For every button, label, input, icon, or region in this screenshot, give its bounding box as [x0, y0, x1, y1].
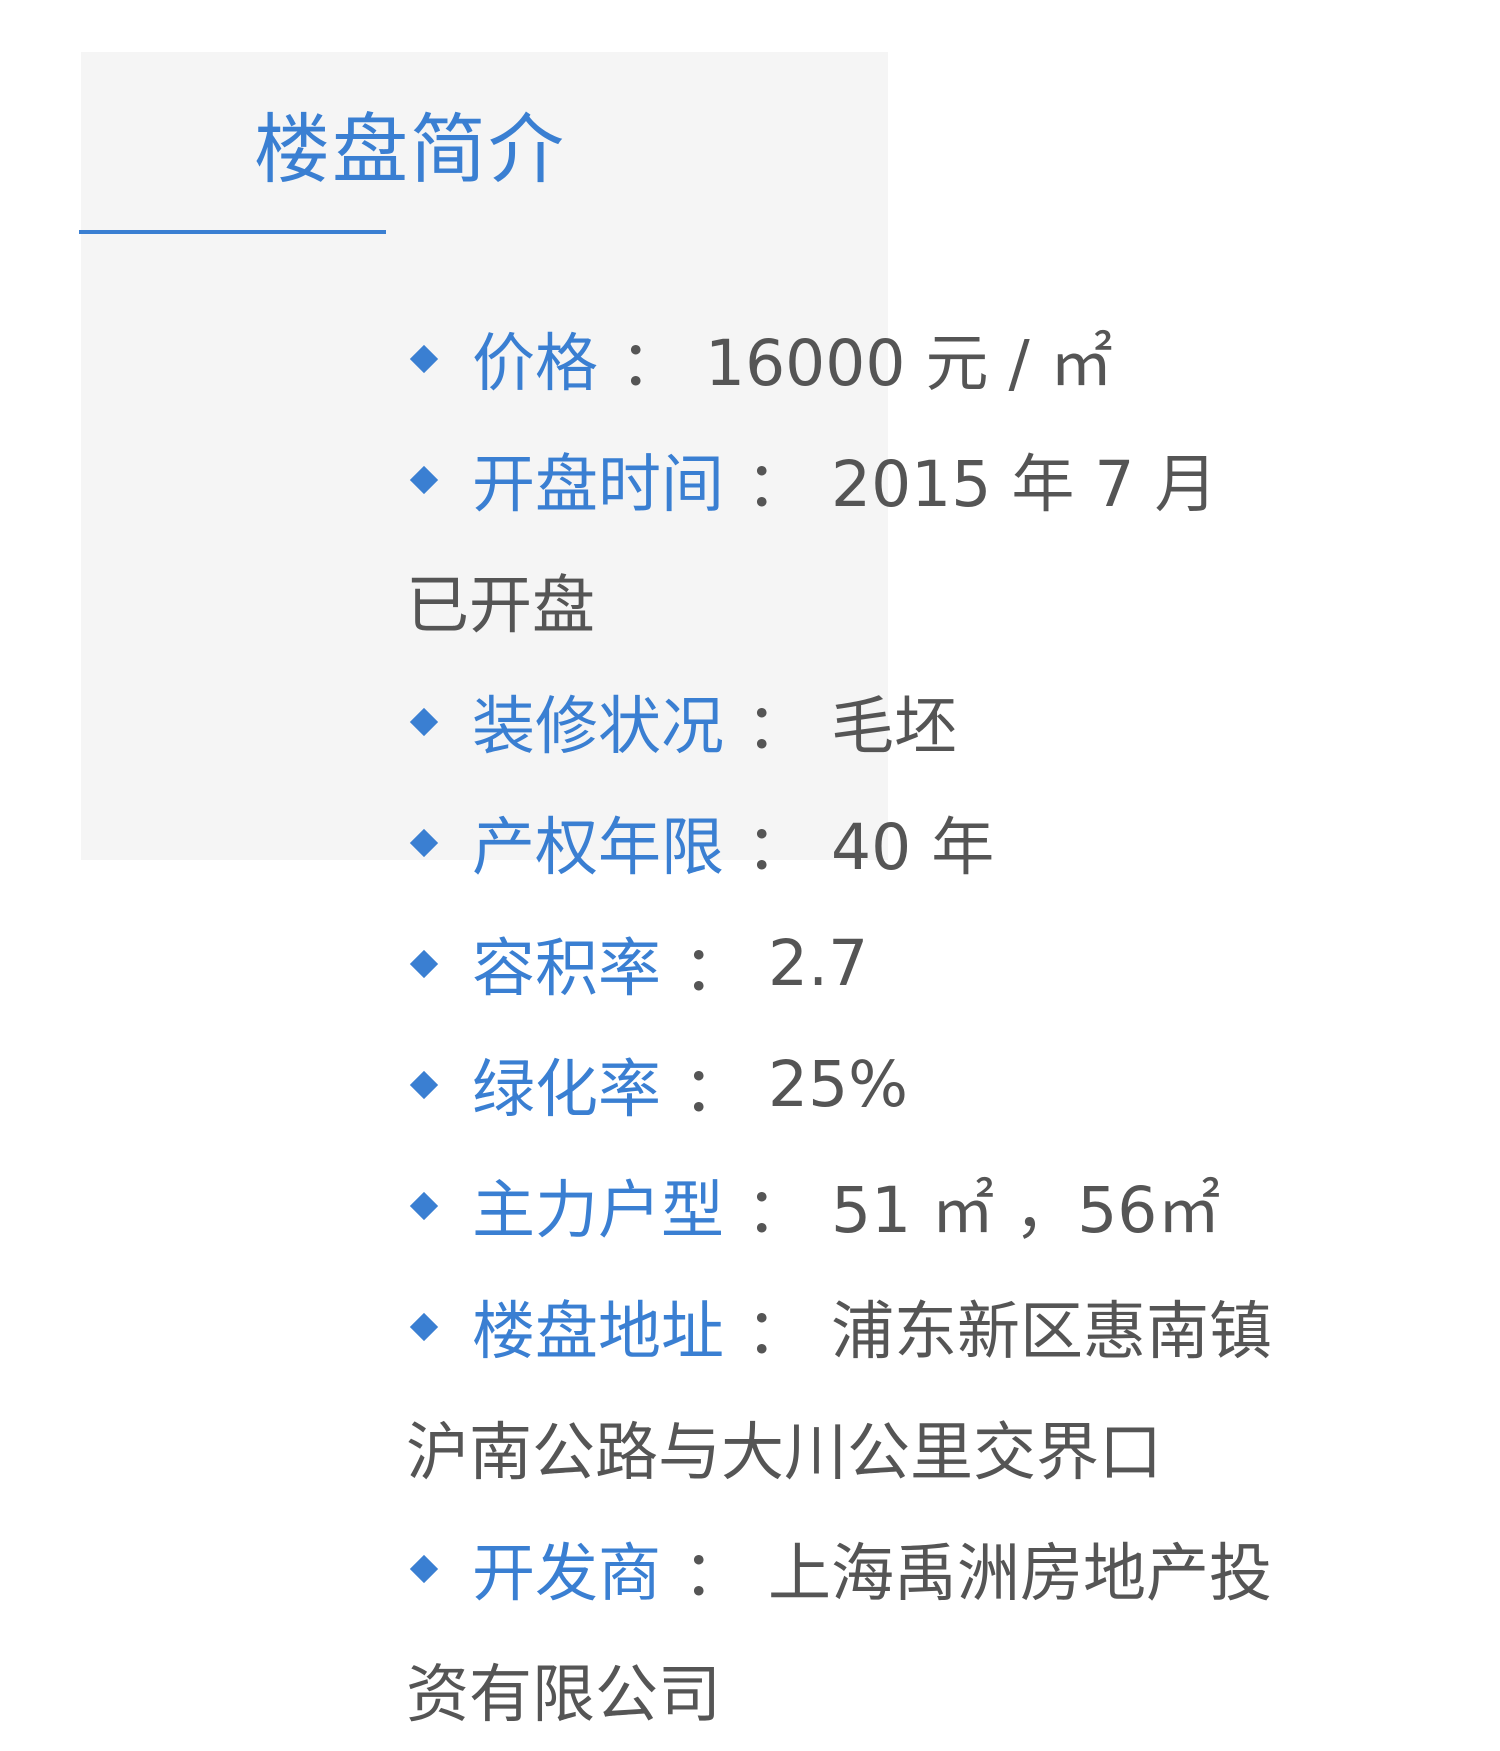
info-separator: ：	[683, 932, 746, 1005]
info-value: 浦东新区惠南镇	[831, 1295, 1272, 1368]
section-title-underline	[79, 230, 386, 234]
section-title: 楼盘简介	[254, 105, 566, 194]
info-item-green-ratio: 绿化率 ： 25%	[406, 1024, 1286, 1145]
info-label: 开发商	[472, 1537, 661, 1610]
info-item-opening-time-continuation: 已开盘	[406, 569, 595, 642]
info-separator: ：	[620, 327, 683, 400]
info-separator: ：	[746, 690, 809, 763]
diamond-bullet-icon	[409, 1070, 439, 1099]
info-label: 价格	[472, 327, 598, 400]
info-label: 开盘时间	[472, 448, 724, 521]
info-separator: ：	[683, 1537, 746, 1610]
info-item-plot-ratio: 容积率 ： 2.7	[406, 903, 1286, 1024]
info-item-address: 楼盘地址 ： 浦东新区惠南镇	[406, 1266, 1286, 1387]
info-separator: ：	[746, 811, 809, 884]
info-item-opening-time: 开盘时间 ： 2015 年 7 月	[406, 419, 1286, 540]
info-separator: ：	[746, 448, 809, 521]
info-value: 51 ㎡ ，56㎡	[831, 1174, 1221, 1247]
info-item-decoration: 装修状况 ： 毛坯	[406, 661, 1286, 782]
info-item-main-unit-type: 主力户型 ： 51 ㎡ ，56㎡	[406, 1145, 1286, 1266]
info-item-developer: 开发商 ： 上海禹洲房地产投	[406, 1508, 1286, 1629]
info-label: 主力户型	[472, 1174, 724, 1247]
info-value: 25%	[768, 1048, 909, 1121]
info-value: 16000 元 / ㎡	[705, 327, 1113, 400]
info-item-address-continuation: 沪南公路与大川公里交界口	[406, 1416, 1162, 1489]
info-value: 2015 年 7 月	[831, 448, 1218, 521]
property-info-list: 价格 ： 16000 元 / ㎡ 开盘时间 ： 2015 年 7 月 已开盘 装…	[406, 298, 1286, 1750]
diamond-bullet-icon	[409, 344, 439, 373]
info-item-property-term: 产权年限 ： 40 年	[406, 782, 1286, 903]
info-value: 毛坯	[831, 690, 957, 763]
info-label: 容积率	[472, 932, 661, 1005]
intro-background-panel	[81, 52, 888, 860]
info-label: 绿化率	[472, 1053, 661, 1126]
diamond-bullet-icon	[409, 707, 439, 736]
diamond-bullet-icon	[409, 465, 439, 494]
info-label: 楼盘地址	[472, 1295, 724, 1368]
info-item-developer-continuation: 资有限公司	[406, 1658, 721, 1731]
diamond-bullet-icon	[409, 1554, 439, 1583]
diamond-bullet-icon	[409, 1312, 439, 1341]
info-value: 2.7	[768, 927, 869, 1000]
info-value: 40 年	[831, 811, 995, 884]
info-separator: ：	[746, 1295, 809, 1368]
info-separator: ：	[746, 1174, 809, 1247]
info-label: 产权年限	[472, 811, 724, 884]
info-label: 装修状况	[472, 690, 724, 763]
diamond-bullet-icon	[409, 949, 439, 978]
info-value: 上海禹洲房地产投	[768, 1537, 1272, 1610]
diamond-bullet-icon	[409, 828, 439, 857]
diamond-bullet-icon	[409, 1191, 439, 1220]
info-item-price: 价格 ： 16000 元 / ㎡	[406, 298, 1286, 419]
info-separator: ：	[683, 1053, 746, 1126]
